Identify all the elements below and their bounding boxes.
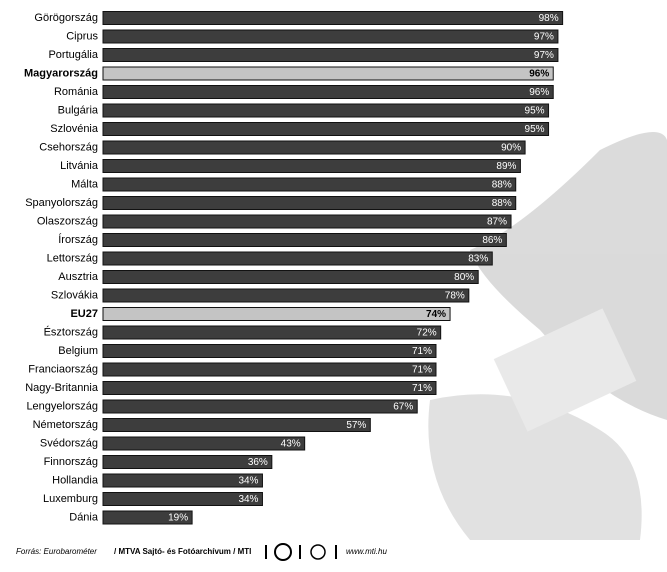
bar [102,103,550,118]
category-label: Németország [33,419,98,431]
category-label: Ciprus [66,30,98,42]
value-label: 98% [539,13,559,24]
bar [102,436,306,451]
bar [102,11,564,25]
bar [102,214,512,229]
bar [102,196,517,210]
value-label: 19% [168,513,188,524]
category-label: Görögország [34,12,98,24]
bar [102,473,263,488]
category-label: Csehország [39,141,98,153]
value-label: 90% [501,143,521,154]
category-label: Nagy-Britannia [25,382,99,394]
background-photo [428,132,667,540]
value-label: 97% [534,32,554,43]
bar [102,288,470,303]
bar [102,510,193,525]
value-label: 43% [281,439,301,450]
bar [102,177,517,192]
bar [102,122,550,136]
category-label: Olaszország [37,215,98,227]
value-label: 34% [238,494,258,505]
category-label: Ausztria [58,271,99,283]
value-label: 34% [238,476,258,487]
bar [102,307,451,321]
source-line: Forrás: Eurobarométer / MTVA Sajtó- és F… [16,543,387,561]
value-label: 95% [525,106,545,117]
value-label: 96% [529,69,549,80]
value-label: 78% [445,291,465,302]
bar [102,159,521,173]
bar [102,233,507,247]
category-label: Szlovénia [50,123,99,135]
source-prefix: Forrás: Eurobarométer [16,547,97,556]
category-label: Szlovákia [51,289,99,301]
bar [102,85,554,99]
bar [102,251,493,266]
category-label: Portugália [48,49,98,61]
category-label: Románia [54,86,99,98]
value-label: 88% [492,198,512,209]
value-label: 67% [393,402,413,413]
category-label: EU27 [70,308,98,320]
value-label: 71% [412,365,432,376]
category-label: Bulgária [58,104,99,116]
value-label: 97% [534,50,554,61]
value-label: 88% [492,180,512,191]
value-label: 72% [417,328,437,339]
value-label: 71% [412,346,432,357]
category-label: Litvánia [60,160,99,172]
value-label: 89% [496,161,516,172]
bar [102,381,437,395]
value-label: 57% [346,420,366,431]
value-label: 96% [529,87,549,98]
source-agency: / MTVA Sajtó- és Fotóarchívum / MTI [114,547,251,556]
bar [102,344,437,358]
value-label: 86% [482,235,502,246]
value-label: 36% [248,457,268,468]
bar [102,29,559,44]
source-url: www.mti.hu [346,547,387,556]
value-label: 80% [454,272,474,283]
category-label: Franciaország [28,363,98,375]
category-label: Hollandia [52,474,99,486]
bar [102,66,554,81]
category-label: Málta [71,178,99,190]
bar [102,455,273,469]
category-label: Luxemburg [43,493,98,505]
value-label: 74% [426,309,446,320]
bar [102,270,479,284]
bar [102,399,418,414]
bar [102,362,437,377]
value-label: 83% [468,254,488,265]
bar [102,48,559,62]
value-label: 71% [412,383,432,394]
category-label: Svédország [40,437,98,449]
category-label: Lengyelország [26,400,98,412]
bar [102,325,442,340]
category-label: Finnország [44,456,98,468]
bar [102,418,371,432]
bar [102,492,263,506]
value-label: 95% [525,124,545,135]
category-label: Belgium [58,345,98,357]
category-label: Észtország [44,325,98,338]
category-label: Írország [58,233,98,246]
category-label: Dánia [69,511,99,523]
value-label: 87% [487,217,507,228]
category-label: Magyarország [24,67,98,79]
bar [102,140,526,155]
category-label: Spanyolország [25,197,98,209]
category-label: Lettország [47,252,98,264]
